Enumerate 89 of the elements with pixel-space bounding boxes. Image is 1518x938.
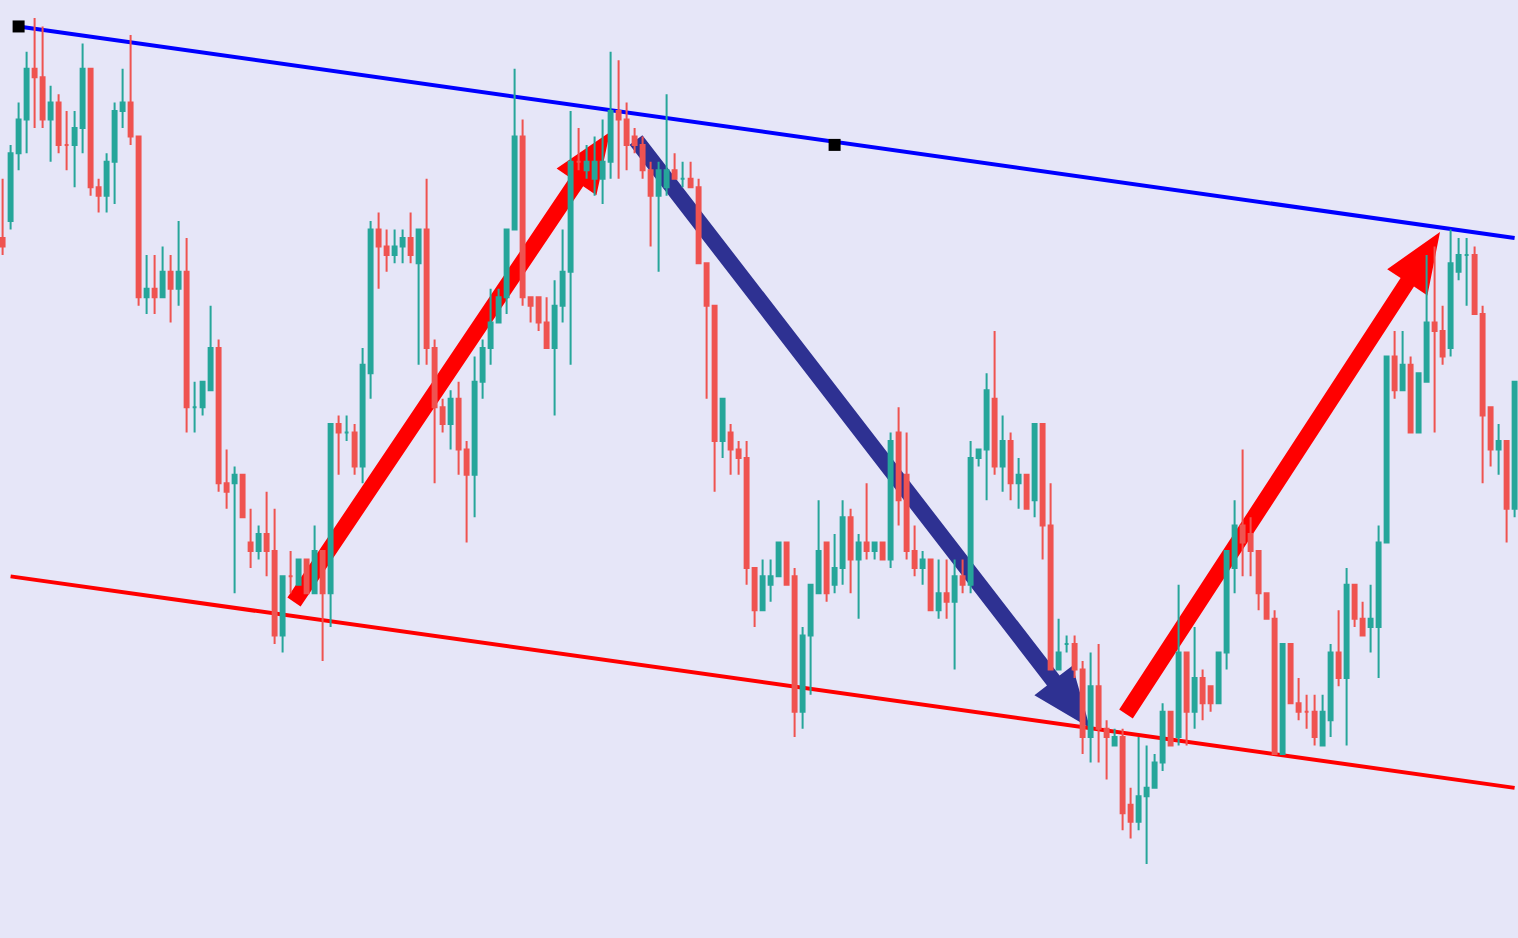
candlestick [0, 177, 6, 256]
candlestick [951, 558, 958, 671]
candlestick [47, 84, 54, 163]
candlestick [175, 220, 182, 307]
candlestick [927, 558, 934, 612]
candlestick [1239, 448, 1246, 578]
candlestick [391, 228, 398, 265]
candlestick [1191, 626, 1198, 730]
candlestick [727, 423, 734, 476]
candlestick [1503, 440, 1510, 544]
candlestick [1391, 330, 1398, 400]
candlestick [943, 558, 950, 620]
candlestick [279, 575, 286, 654]
candlestick [343, 414, 350, 442]
candlestick [567, 110, 574, 366]
candlestick [863, 482, 870, 561]
candlestick [1031, 423, 1038, 519]
candlestick [31, 18, 38, 129]
candlestick [1087, 651, 1094, 764]
candlestick [1023, 473, 1030, 510]
candlestick [543, 296, 550, 349]
candlestick [959, 558, 966, 595]
candlestick [999, 414, 1006, 493]
candlestick [1279, 643, 1286, 756]
candlestick [679, 160, 686, 189]
candlestick [375, 211, 382, 290]
candlestick [303, 558, 310, 595]
candlestick [183, 236, 190, 434]
candlestick [327, 423, 334, 629]
candlestick [967, 440, 974, 595]
candlestick [191, 380, 198, 434]
candlestick [351, 423, 358, 476]
candlestick [991, 330, 998, 476]
candlestick [335, 414, 342, 476]
candlestick [1183, 651, 1190, 747]
candlestick [1327, 643, 1334, 739]
candlestick [151, 253, 158, 316]
candlestick [447, 389, 454, 451]
candlestick [719, 397, 726, 459]
candlestick [319, 549, 326, 662]
candlestick [1015, 456, 1022, 510]
candlestick [1311, 693, 1318, 747]
candlestick [1351, 583, 1358, 629]
candlestick [295, 558, 302, 586]
candlestick [1119, 727, 1126, 832]
candlestick [239, 473, 246, 519]
candlestick [247, 507, 254, 569]
candlestick [983, 372, 990, 502]
candlestick [1447, 228, 1454, 358]
candlestick [615, 59, 622, 180]
candlestick [167, 253, 174, 324]
candlestick [1055, 617, 1062, 671]
candlestick [1063, 634, 1070, 654]
candlestick [847, 507, 854, 595]
candlestick [287, 549, 294, 595]
candlestick [1343, 566, 1350, 747]
candlestick [759, 558, 766, 612]
candlestick [159, 245, 166, 299]
candlestick [39, 25, 46, 129]
candlestick [231, 465, 238, 595]
candlestick [1431, 245, 1438, 434]
candlestick [823, 541, 830, 603]
candlestick [671, 152, 678, 180]
candlestick [1511, 380, 1518, 519]
candlestick [399, 228, 406, 265]
candlestick [415, 228, 422, 366]
candlestick [311, 524, 318, 595]
candlestick [1463, 236, 1470, 307]
candlestick [1399, 330, 1406, 392]
candlestick [935, 558, 942, 620]
candlestick [839, 499, 846, 586]
candlestick [855, 533, 862, 620]
candlestick [879, 541, 886, 561]
candlestick [871, 541, 878, 561]
candlestick [1007, 431, 1014, 502]
candlestick [1199, 668, 1206, 722]
candlestick [1167, 710, 1174, 747]
candlestick [407, 211, 414, 265]
candlestick [1143, 744, 1150, 864]
candlestick [143, 253, 150, 316]
candlestick [887, 431, 894, 569]
candlestick [1111, 727, 1118, 747]
candlestick [1335, 609, 1342, 688]
candlestick [1407, 355, 1414, 434]
candlestick [1495, 423, 1502, 476]
candlestick [255, 524, 262, 561]
candlestick [1175, 583, 1182, 747]
candlestick [575, 126, 582, 172]
candlestick [919, 549, 926, 586]
